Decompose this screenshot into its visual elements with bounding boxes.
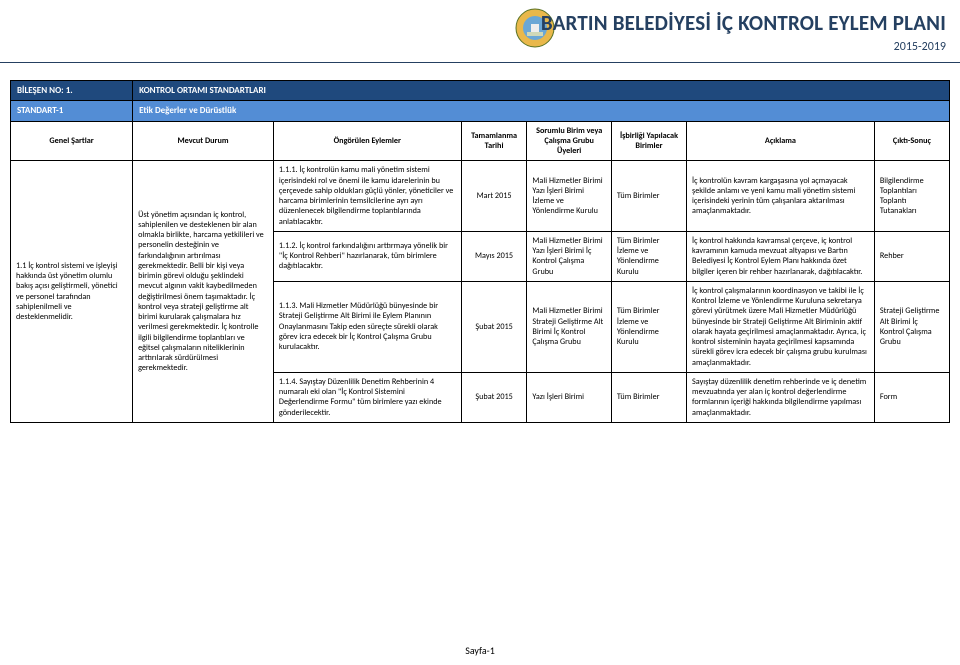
cell-tarih: Mart 2015 [461,161,527,232]
col-ongorulen-eylemler: Öngörülen Eylemler [273,121,461,161]
cell-isbirligi: Tüm Birimler [611,372,686,422]
action-plan-table: BİLEŞEN NO: 1. KONTROL ORTAMI STANDARTLA… [10,80,950,423]
cell-eylem: 1.1.1. İç kontrolün kamu mali yönetim si… [273,161,461,232]
cell-sorumlu: Mali Hizmetler Birimi Strateji Geliştirm… [527,281,612,372]
cell-aciklama: İç kontrol çalışmalarının koordinasyon v… [687,281,875,372]
cell-sorumlu: Mali Hizmetler Birimi Yazı İşleri Birimi… [527,161,612,232]
cell-eylem: 1.1.3. Mali Hizmetler Müdürlüğü bünyesin… [273,281,461,372]
cell-aciklama: İç kontrol hakkında kavramsal çerçeve, i… [687,231,875,281]
cell-genel-sartlar: 1.1 İç kontrol sistemi ve işleyişi hakkı… [11,161,133,423]
col-mevcut-durum: Mevcut Durum [133,121,274,161]
standard-label: STANDART-1 [11,101,133,121]
standard-value: Etik Değerler ve Dürüstlük [133,101,950,121]
col-aciklama: Açıklama [687,121,875,161]
cell-isbirligi: Tüm Birimler [611,161,686,232]
cell-tarih: Mayıs 2015 [461,231,527,281]
standard-row: STANDART-1 Etik Değerler ve Dürüstlük [11,101,950,121]
cell-mevcut-durum: Üst yönetim açısından iç kontrol, sahipl… [133,161,274,423]
col-cikti-sonuc: Çıktı-Sonuç [874,121,949,161]
cell-isbirligi: Tüm Birimler İzleme ve Yönlendirme Kurul… [611,231,686,281]
cell-eylem: 1.1.4. Sayıştay Düzenlilik Denetim Rehbe… [273,372,461,422]
table-row: 1.1 İç kontrol sistemi ve işleyişi hakkı… [11,161,950,232]
col-sorumlu-birim: Sorumlu Birim veya Çalışma Grubu Üyeleri [527,121,612,161]
component-value: KONTROL ORTAMI STANDARTLARI [133,81,950,101]
cell-cikti: Form [874,372,949,422]
component-row: BİLEŞEN NO: 1. KONTROL ORTAMI STANDARTLA… [11,81,950,101]
cell-tarih: Şubat 2015 [461,281,527,372]
col-genel-sartlar: Genel Şartlar [11,121,133,161]
cell-cikti: Rehber [874,231,949,281]
component-label: BİLEŞEN NO: 1. [11,81,133,101]
cell-sorumlu: Yazı İşleri Birimi [527,372,612,422]
cell-aciklama: İç kontrolün kavram kargaşasına yol açma… [687,161,875,232]
cell-cikti: Bilgilendirme Toplantıları Toplantı Tuta… [874,161,949,232]
page-footer: Sayfa-1 [0,644,960,657]
column-header-row: Genel Şartlar Mevcut Durum Öngörülen Eyl… [11,121,950,161]
cell-aciklama: Sayıştay düzenlilik denetim rehberinde v… [687,372,875,422]
cell-tarih: Şubat 2015 [461,372,527,422]
page-year-range: 2015-2019 [894,40,946,54]
page-title: BARTIN BELEDİYESİ İÇ KONTROL EYLEM PLANI [541,10,946,36]
header-divider [0,62,960,63]
cell-eylem: 1.1.2. İç kontrol farkındalığını arttırm… [273,231,461,281]
col-tamamlanma-tarihi: Tamamlanma Tarihi [461,121,527,161]
action-plan-table-container: BİLEŞEN NO: 1. KONTROL ORTAMI STANDARTLA… [10,80,950,423]
cell-sorumlu: Mali Hizmetler Birimi Yazı İşleri Birimi… [527,231,612,281]
cell-isbirligi: Tüm Birimler İzleme ve Yönlendirme Kurul… [611,281,686,372]
col-isbirligi: İşbirliği Yapılacak Birimler [611,121,686,161]
cell-cikti: Strateji Geliştirme Alt Birimi İç Kontro… [874,281,949,372]
